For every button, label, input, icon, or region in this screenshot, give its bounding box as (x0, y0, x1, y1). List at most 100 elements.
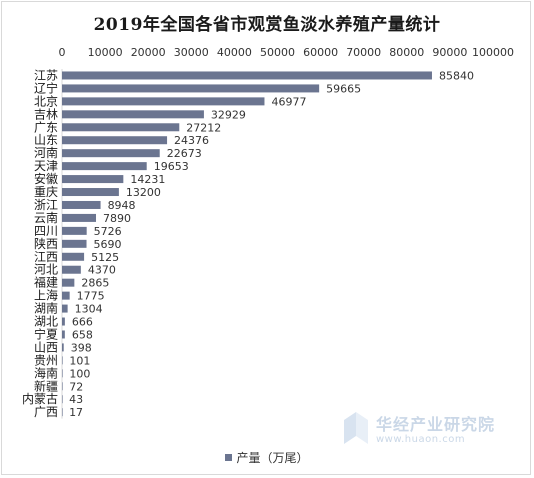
category-label: 吉林 (34, 107, 58, 121)
data-label: 22673 (167, 147, 202, 160)
category-label: 山东 (34, 133, 58, 147)
bar (62, 162, 147, 171)
category-label: 江西 (34, 250, 58, 264)
bar (62, 343, 64, 352)
bar (62, 252, 85, 261)
x-tick-label: 80000 (389, 46, 424, 59)
category-label: 陕西 (34, 236, 58, 251)
data-label: 19653 (154, 160, 189, 173)
bar (62, 317, 65, 326)
bar (62, 369, 63, 378)
bar (62, 84, 320, 93)
category-label: 广东 (34, 120, 58, 134)
category-label: 云南 (34, 210, 58, 225)
watermark-url: www.huaon.com (376, 434, 466, 445)
data-label: 46977 (271, 95, 306, 108)
bar (62, 356, 63, 365)
legend: 产量（万尾） (0, 449, 534, 466)
bar (62, 330, 65, 339)
bar (62, 188, 119, 197)
bar (62, 149, 160, 158)
bar (62, 110, 204, 119)
bar (62, 136, 168, 145)
bar (62, 123, 180, 132)
category-label: 重庆 (34, 185, 58, 199)
watermark-name: 华经产业研究院 (376, 415, 496, 434)
chart-title: 2019年全国各省市观赏鱼淡水养殖产量统计 (93, 15, 441, 35)
data-label: 27212 (186, 121, 221, 134)
data-label: 2865 (81, 277, 109, 290)
data-label: 32929 (211, 108, 246, 121)
data-label: 4370 (88, 264, 116, 277)
x-tick-label: 60000 (303, 46, 338, 59)
data-label: 100 (69, 367, 90, 380)
data-label: 14231 (130, 173, 165, 186)
x-tick-label: 50000 (260, 46, 295, 59)
bar (62, 291, 70, 300)
category-label: 内蒙古 (22, 391, 58, 406)
data-label: 5726 (94, 225, 122, 238)
category-label: 河南 (34, 145, 58, 160)
category-label: 四川 (34, 224, 58, 238)
bar (62, 175, 124, 184)
category-label: 海南 (34, 365, 58, 380)
x-tick-label: 20000 (131, 46, 166, 59)
data-label: 1304 (75, 303, 103, 316)
x-tick-label: 90000 (432, 46, 467, 59)
category-label: 福建 (34, 275, 58, 290)
bar (62, 226, 87, 235)
category-label: 贵州 (34, 353, 58, 367)
category-label: 辽宁 (34, 80, 58, 95)
bar (62, 278, 75, 287)
data-label: 666 (72, 316, 93, 329)
bar (62, 213, 97, 222)
x-tick-label: 40000 (217, 46, 252, 59)
legend-swatch (225, 454, 233, 461)
category-label: 浙江 (34, 198, 58, 212)
category-label: 湖北 (34, 314, 58, 329)
category-label: 安徽 (34, 171, 58, 186)
x-tick-label: 70000 (346, 46, 381, 59)
data-label: 13200 (126, 186, 161, 199)
watermark-logo-icon (344, 412, 368, 444)
category-label: 江苏 (34, 68, 58, 82)
x-tick-label: 0 (59, 46, 66, 59)
bar (62, 304, 68, 313)
bar (62, 97, 265, 106)
x-tick-label: 100000 (472, 46, 514, 59)
x-tick-label: 10000 (88, 46, 123, 59)
data-label: 85840 (439, 69, 474, 82)
category-label: 广西 (34, 405, 58, 419)
category-label: 北京 (34, 94, 58, 108)
category-label: 新疆 (34, 378, 58, 393)
x-tick-label: 30000 (174, 46, 209, 59)
category-label: 上海 (34, 288, 58, 303)
data-label: 398 (71, 341, 92, 354)
data-label: 5690 (94, 238, 122, 251)
bar (62, 200, 101, 209)
data-label: 5125 (91, 251, 119, 264)
data-label: 101 (69, 354, 90, 367)
data-label: 17 (69, 406, 83, 419)
bar (62, 265, 81, 274)
legend-label: 产量（万尾） (236, 451, 309, 465)
data-label: 24376 (174, 134, 209, 147)
category-label: 山西 (34, 340, 58, 354)
data-label: 59665 (326, 82, 361, 95)
bar (62, 71, 432, 80)
data-label: 1775 (77, 290, 105, 303)
watermark: 华经产业研究院 www.huaon.com (340, 410, 510, 450)
category-label: 湖南 (34, 301, 58, 316)
bar (62, 408, 63, 417)
bar (62, 395, 63, 404)
data-label: 7890 (103, 212, 131, 225)
category-label: 河北 (34, 263, 58, 277)
bar (62, 382, 63, 391)
category-label: 宁夏 (34, 326, 58, 341)
bar (62, 239, 87, 248)
data-label: 658 (72, 328, 93, 341)
data-label: 72 (69, 380, 83, 393)
data-label: 8948 (108, 199, 136, 212)
